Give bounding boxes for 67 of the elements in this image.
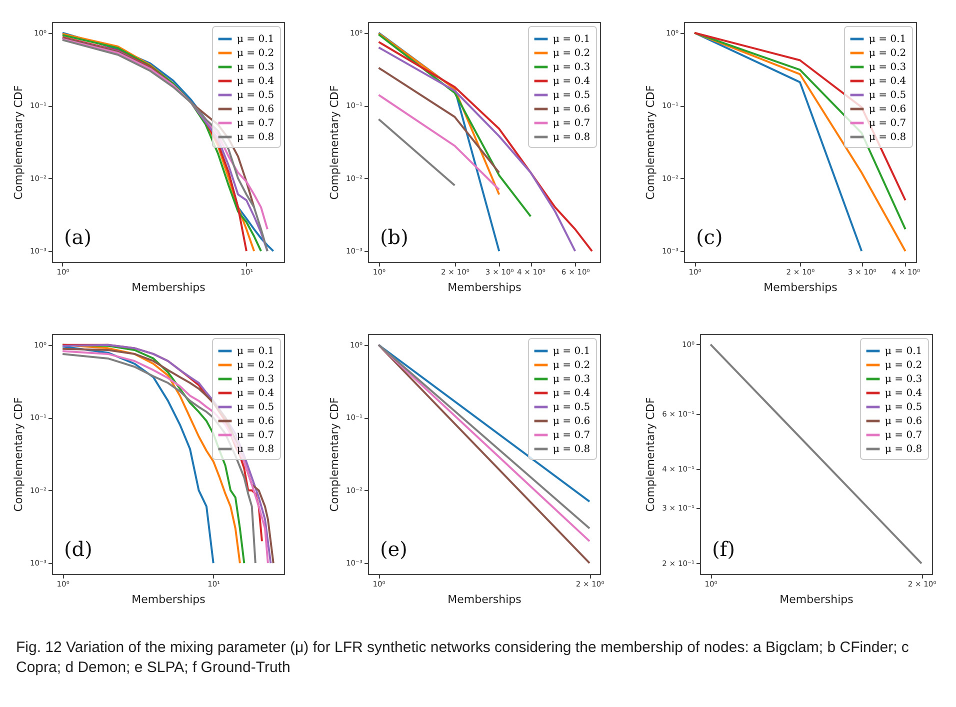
y-axis-title: Complementary CDF	[12, 85, 25, 200]
legend-label: μ = 0.4	[553, 76, 590, 87]
legend-label: μ = 0.8	[237, 444, 274, 455]
x-axis-title: Memberships	[764, 281, 838, 294]
legend-label: μ = 0.2	[885, 360, 922, 371]
annotation: (a)	[64, 225, 92, 249]
legend-label: μ = 0.7	[869, 118, 906, 129]
legend-label: μ = 0.6	[553, 416, 590, 427]
legend-label: μ = 0.4	[237, 388, 274, 399]
annotation: (f)	[712, 537, 736, 561]
legend-label: μ = 0.8	[885, 444, 922, 455]
legend-label: μ = 0.5	[553, 402, 590, 413]
legend-label: μ = 0.3	[237, 374, 274, 385]
legend-label: μ = 0.1	[553, 346, 590, 357]
y-axis-title: Complementary CDF	[12, 397, 25, 512]
legend-label: μ = 0.2	[553, 360, 590, 371]
legend-label: μ = 0.4	[885, 388, 922, 399]
legend-label: μ = 0.3	[553, 62, 590, 73]
x-axis-title: Memberships	[448, 281, 522, 294]
legend-label: μ = 0.4	[869, 76, 906, 87]
legend-label: μ = 0.2	[869, 48, 906, 59]
legend-label: μ = 0.7	[237, 118, 274, 129]
legend-label: μ = 0.5	[885, 402, 922, 413]
legend-label: μ = 0.1	[869, 34, 906, 45]
legend-label: μ = 0.1	[237, 34, 274, 45]
legend-label: μ = 0.5	[237, 90, 274, 101]
x-axis-title: Memberships	[448, 593, 522, 606]
caption: Fig. 12 Variation of the mixing parameter (μ) for LFR synthetic networks considering the membership of nodes: a Bigclam; b CFinder; c Copra; d Demon; e SLPA; f Ground-Truth	[16, 638, 910, 678]
x-axis-title: Memberships	[132, 593, 206, 606]
x-axis-title: Memberships	[132, 281, 206, 294]
legend-label: μ = 0.3	[869, 62, 906, 73]
legend-label: μ = 0.7	[237, 430, 274, 441]
legend-label: μ = 0.6	[885, 416, 922, 427]
legend-label: μ = 0.2	[553, 48, 590, 59]
x-axis-title: Memberships	[780, 593, 854, 606]
legend-label: μ = 0.8	[869, 132, 906, 143]
legend-label: μ = 0.2	[237, 360, 274, 371]
legend-label: μ = 0.4	[553, 388, 590, 399]
legend-label: μ = 0.7	[885, 430, 922, 441]
legend-label: μ = 0.6	[553, 104, 590, 115]
legend-label: μ = 0.5	[237, 402, 274, 413]
legend-label: μ = 0.8	[237, 132, 274, 143]
annotation: (d)	[64, 537, 92, 561]
legend-label: μ = 0.8	[553, 444, 590, 455]
y-axis-title: Complementary CDF	[644, 397, 658, 512]
legend-label: μ = 0.6	[237, 104, 274, 115]
y-axis-title: Complementary CDF	[328, 397, 341, 512]
legend-label: μ = 0.3	[553, 374, 590, 385]
annotation: (e)	[380, 537, 408, 561]
legend-label: μ = 0.5	[553, 90, 590, 101]
legend-label: μ = 0.1	[237, 346, 274, 357]
legend-label: μ = 0.8	[553, 132, 590, 143]
y-axis-title: Complementary CDF	[644, 85, 657, 200]
annotation: (b)	[380, 225, 408, 249]
legend-label: μ = 0.7	[553, 118, 590, 129]
legend-label: μ = 0.4	[237, 76, 274, 87]
annotation: (c)	[696, 225, 723, 249]
y-axis-title: Complementary CDF	[328, 85, 341, 200]
legend-label: μ = 0.7	[553, 430, 590, 441]
legend-label: μ = 0.3	[237, 62, 274, 73]
legend-label: μ = 0.2	[237, 48, 274, 59]
legend-label: μ = 0.5	[869, 90, 906, 101]
legend-label: μ = 0.6	[869, 104, 906, 115]
legend-label: μ = 0.1	[553, 34, 590, 45]
legend-label: μ = 0.3	[885, 374, 922, 385]
legend-label: μ = 0.6	[237, 416, 274, 427]
legend-label: μ = 0.1	[885, 346, 922, 357]
